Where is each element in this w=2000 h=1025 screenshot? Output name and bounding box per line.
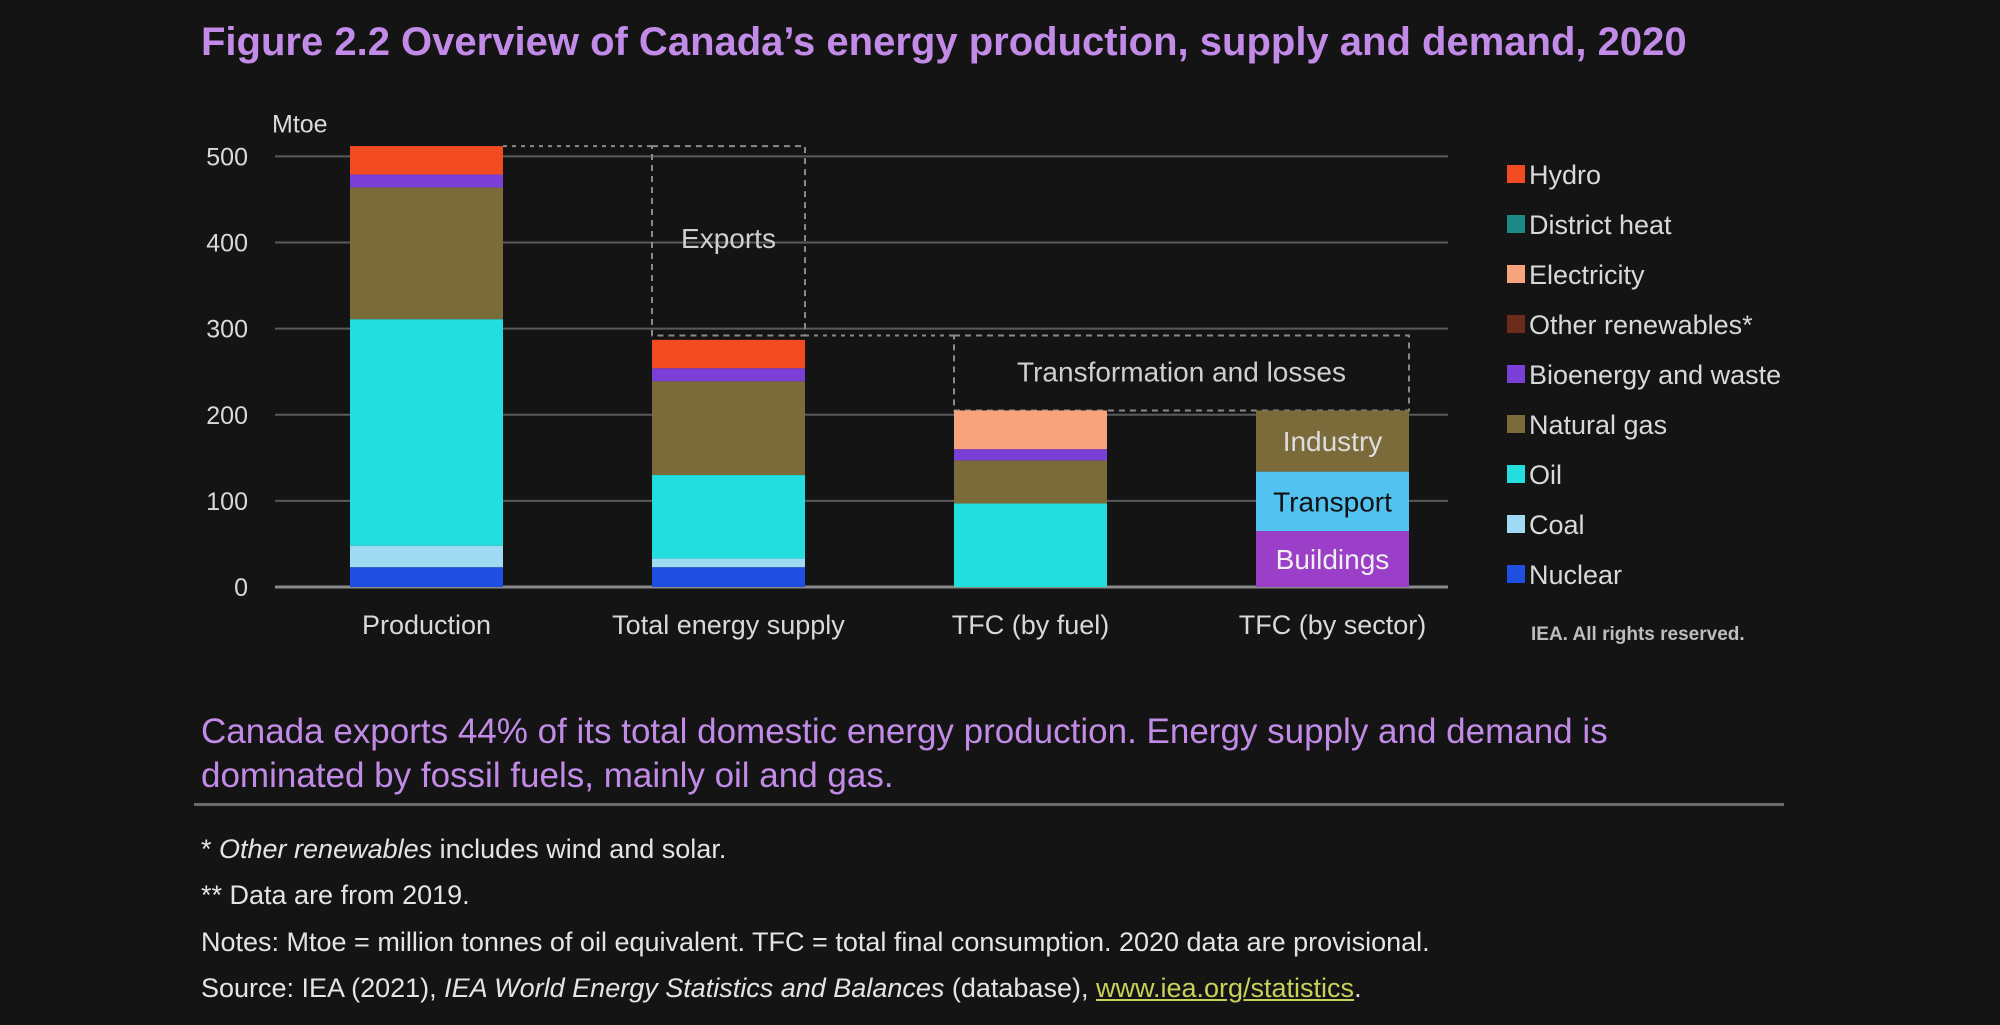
legend: Hydro District heat Electricity Other renew… bbox=[1507, 160, 1781, 590]
y-tick-label: 200 bbox=[206, 402, 248, 430]
bar-segment-oil bbox=[350, 319, 503, 546]
legend-swatch bbox=[1507, 165, 1525, 183]
legend-label: Other renewables* bbox=[1529, 310, 1753, 340]
legend-item: Electricity bbox=[1507, 260, 1645, 290]
y-tick-label: 100 bbox=[206, 488, 248, 516]
source-prefix: Source: IEA (2021), bbox=[201, 973, 445, 1003]
bar-segment-coal bbox=[350, 545, 503, 568]
bar-segment-bioenergy-and-waste bbox=[350, 174, 503, 188]
category-label: Total energy supply bbox=[612, 610, 845, 640]
statistics-link[interactable]: www.iea.org/statistics bbox=[1095, 973, 1355, 1003]
bar-segment-coal bbox=[652, 558, 805, 568]
bars: Buildings Transport Industry bbox=[350, 146, 1409, 587]
segment-label: Industry bbox=[1283, 426, 1383, 457]
legend-swatch bbox=[1507, 465, 1525, 483]
legend-swatch bbox=[1507, 365, 1525, 383]
legend-label: Coal bbox=[1529, 510, 1585, 540]
annotation-box bbox=[651, 145, 806, 337]
y-tick-label: 0 bbox=[234, 574, 248, 602]
bar-segment-buildings bbox=[1256, 531, 1409, 587]
footnote-text: includes wind and solar. bbox=[432, 834, 727, 864]
bar-segment-oil bbox=[652, 475, 805, 559]
legend-item: Hydro bbox=[1507, 160, 1601, 190]
legend-item: Bioenergy and waste bbox=[1507, 360, 1781, 390]
annotation-label: Exports bbox=[681, 223, 776, 254]
legend-swatch bbox=[1507, 565, 1525, 583]
legend-item: Oil bbox=[1507, 460, 1562, 490]
legend-swatch bbox=[1507, 265, 1525, 283]
footnote-2019: ** Data are from 2019. bbox=[201, 880, 470, 910]
y-tick-label: 300 bbox=[206, 316, 248, 344]
bar-segment-bioenergy-and-waste bbox=[954, 449, 1107, 461]
legend-swatch bbox=[1507, 515, 1525, 533]
bar-segment-hydro bbox=[350, 146, 503, 175]
bar-segment-transport bbox=[1256, 471, 1409, 532]
legend-item: Coal bbox=[1507, 510, 1585, 540]
legend-swatch bbox=[1507, 315, 1525, 333]
legend-label: Bioenergy and waste bbox=[1529, 360, 1781, 390]
footnote-italic-term: Other renewables bbox=[219, 834, 433, 864]
legend-swatch bbox=[1507, 215, 1525, 233]
source-end: . bbox=[1354, 973, 1362, 1003]
bar-segment-industry bbox=[1256, 410, 1409, 472]
credit-text: IEA. All rights reserved. bbox=[1531, 624, 1745, 645]
category-labels: Production Total energy supply TFC (by fue… bbox=[362, 610, 1426, 640]
bar-production bbox=[350, 146, 503, 587]
legend-label: Electricity bbox=[1529, 260, 1645, 290]
bar-segment-bioenergy-and-waste bbox=[652, 368, 805, 382]
bar-segment-natural-gas bbox=[652, 381, 805, 476]
source-mid: (database), bbox=[944, 973, 1096, 1003]
category-label: TFC (by sector) bbox=[1239, 610, 1427, 640]
legend-item: Natural gas bbox=[1507, 410, 1667, 440]
bar-segment-natural-gas bbox=[954, 460, 1107, 504]
bar-segment-hydro bbox=[652, 339, 805, 369]
y-axis-label: Mtoe bbox=[272, 110, 328, 138]
footnote-marker: * bbox=[201, 834, 220, 864]
y-axis-ticks: 0 100 200 300 400 500 bbox=[206, 143, 248, 602]
bar-segment-oil bbox=[954, 503, 1107, 587]
legend-swatch bbox=[1507, 415, 1525, 433]
legend-label: District heat bbox=[1529, 210, 1672, 240]
footnote-other-renewables: * Other renewables includes wind and sol… bbox=[201, 834, 726, 865]
stacked-bar-chart: 0 100 200 300 400 500 Mtoe Exports Transformat… bbox=[206, 110, 1781, 640]
source-line: Source: IEA (2021), IEA World Energy Sta… bbox=[201, 973, 1362, 1004]
bar-segment-electricity bbox=[954, 410, 1107, 450]
legend-label: Oil bbox=[1529, 460, 1562, 490]
figure-caption: Canada exports 44% of its total domestic… bbox=[201, 712, 1608, 795]
bar-segment-nuclear bbox=[350, 567, 503, 587]
legend-label: Hydro bbox=[1529, 160, 1601, 190]
annotations: Exports Transformation and losses bbox=[503, 145, 1410, 412]
bar-total-energy-supply bbox=[652, 339, 805, 587]
y-tick-label: 500 bbox=[206, 143, 248, 171]
legend-item: Nuclear bbox=[1507, 560, 1622, 590]
category-label: TFC (by fuel) bbox=[952, 610, 1110, 640]
annotation-label: Transformation and losses bbox=[1017, 357, 1346, 388]
bar-tfc-by-sector-: Buildings Transport Industry bbox=[1256, 410, 1409, 587]
notes-line: Notes: Mtoe = million tonnes of oil equi… bbox=[201, 927, 1430, 957]
category-label: Production bbox=[362, 610, 491, 640]
segment-label: Buildings bbox=[1276, 544, 1390, 575]
bar-segment-nuclear bbox=[652, 567, 805, 587]
bar-tfc-by-fuel- bbox=[954, 410, 1107, 587]
legend-item: Other renewables* bbox=[1507, 310, 1753, 340]
chart-title: Figure 2.2 Overview of Canada’s energy p… bbox=[201, 20, 1687, 64]
y-tick-label: 400 bbox=[206, 230, 248, 258]
divider bbox=[194, 803, 1784, 806]
legend-label: Natural gas bbox=[1529, 410, 1667, 440]
source-italic: IEA World Energy Statistics and Balances bbox=[444, 973, 945, 1003]
legend-label: Nuclear bbox=[1529, 560, 1622, 590]
segment-label: Transport bbox=[1273, 486, 1392, 517]
legend-item: District heat bbox=[1507, 210, 1672, 240]
bar-segment-natural-gas bbox=[350, 187, 503, 320]
